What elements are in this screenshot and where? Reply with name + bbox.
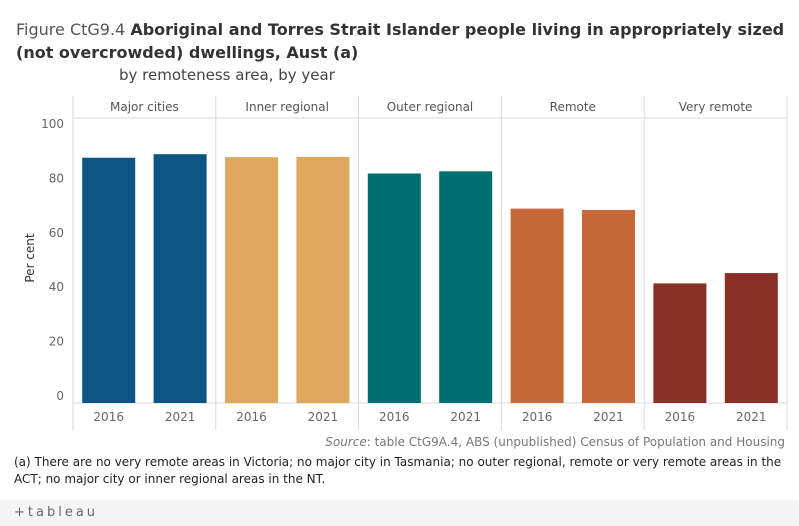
x-tick-label: 2021 [736, 410, 767, 424]
tableau-logo[interactable]: +tableau [14, 505, 99, 520]
y-tick-label: 0 [56, 389, 64, 403]
y-axis-label: Per cent [23, 233, 37, 283]
source-label: Source [325, 435, 367, 449]
chart-title: Figure CtG9.4 Aboriginal and Torres Stra… [16, 18, 786, 64]
y-tick-label: 40 [49, 280, 64, 294]
source-note: Source: table CtG9A.4, ABS (unpublished)… [325, 435, 785, 449]
bar [582, 209, 635, 403]
title-main: Aboriginal and Torres Strait Islander pe… [16, 20, 785, 62]
bar [724, 273, 778, 403]
bar [153, 154, 207, 403]
bar [653, 283, 707, 403]
source-text: : table CtG9A.4, ABS (unpublished) Censu… [366, 435, 785, 449]
panel-header-label: Major cities [110, 100, 179, 114]
y-tick-label: 80 [49, 171, 64, 185]
panel-header-label: Very remote [679, 100, 753, 114]
x-tick-label: 2016 [522, 410, 553, 424]
y-tick-label: 20 [49, 335, 64, 349]
x-tick-label: 2016 [379, 410, 410, 424]
x-tick-label: 2016 [236, 410, 267, 424]
bar-chart: 0 20 40 60 80 100 Per cent Major cities 2016 2021… [23, 96, 788, 430]
bar [510, 208, 564, 403]
bar [296, 156, 350, 403]
bar [367, 173, 421, 403]
title-prefix: Figure CtG9.4 [16, 20, 126, 39]
x-tick-label: 2016 [93, 410, 124, 424]
x-tick-label: 2021 [593, 410, 624, 424]
x-tick-label: 2021 [308, 410, 339, 424]
y-tick-label: 100 [41, 117, 64, 131]
footnote: (a) There are no very remote areas in Vi… [14, 455, 782, 486]
bar [82, 157, 136, 403]
tableau-footer [0, 500, 799, 526]
bar [225, 157, 278, 403]
bar [439, 171, 493, 403]
panel-header-label: Outer regional [387, 100, 474, 114]
y-tick-label: 60 [49, 226, 64, 240]
x-tick-label: 2016 [665, 410, 696, 424]
chart-subtitle: by remoteness area, by year [119, 66, 335, 84]
x-tick-label: 2021 [165, 410, 196, 424]
panel-header-label: Remote [550, 100, 596, 114]
panel-header-label: Inner regional [245, 100, 329, 114]
x-tick-label: 2021 [450, 410, 481, 424]
